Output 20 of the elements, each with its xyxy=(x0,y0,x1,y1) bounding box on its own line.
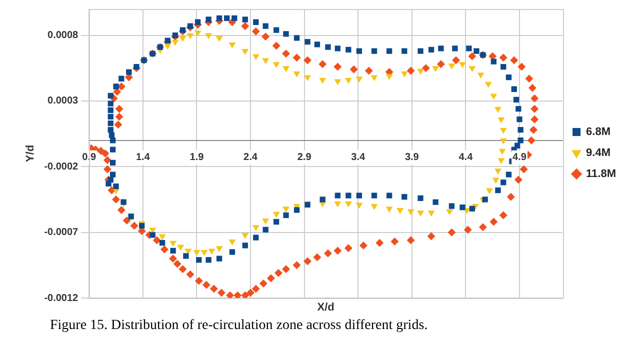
y-axis-title: Y/d xyxy=(24,144,37,162)
legend-label: 9.4M xyxy=(586,147,611,160)
y-tick-label: 0.0008 xyxy=(48,30,79,42)
y-tick-label: -0.0007 xyxy=(44,227,79,238)
x-tick-label: 4.4 xyxy=(458,152,474,164)
x-tick-label: 2.4 xyxy=(244,152,258,164)
x-axis-title: X/d xyxy=(317,302,334,314)
y-tick-label: -0.0012 xyxy=(44,292,79,304)
x-tick-label: 1.4 xyxy=(136,152,150,164)
x-tick-label: 3.9 xyxy=(404,152,420,164)
x-tick-label: 2.9 xyxy=(297,152,312,164)
x-tick-label: 4.9 xyxy=(512,152,527,164)
legend-label: 11.8M xyxy=(586,168,616,180)
x-tick-label: 3.4 xyxy=(351,152,366,164)
x-tick-label: 0.9 xyxy=(82,152,97,164)
y-tick-label: -0.0002 xyxy=(44,161,79,172)
caption: Figure 15. Distribution of re-circulation zone across different grids. xyxy=(50,318,428,334)
x-tick-label: 1.9 xyxy=(190,152,204,164)
y-tick-label: 0.0003 xyxy=(48,96,79,107)
legend-label: 6.8M xyxy=(586,126,611,138)
